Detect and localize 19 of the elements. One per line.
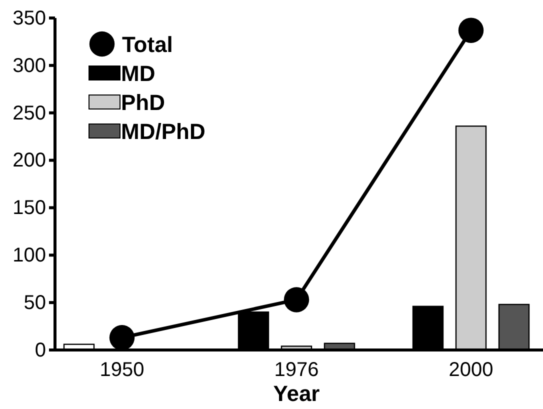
point xyxy=(284,287,310,312)
y-tick-label: 50 xyxy=(24,292,46,314)
y-tick-label: 250 xyxy=(12,102,46,124)
y-tick-label: 350 xyxy=(12,7,46,30)
x-tick-label: 1976 xyxy=(274,359,319,382)
point xyxy=(458,18,484,43)
legend-label: Total xyxy=(122,32,173,57)
y-tick-label: 0 xyxy=(34,339,46,362)
y-tick-label: 200 xyxy=(12,150,46,172)
y-tick-label: 100 xyxy=(12,244,46,267)
x-axis-title: Year xyxy=(273,381,320,406)
y-tick-label: 150 xyxy=(12,197,46,220)
legend-label: PhD xyxy=(121,90,165,115)
x-tick-label: 1950 xyxy=(100,359,144,382)
point xyxy=(109,325,135,350)
legend-label: MD xyxy=(121,61,156,86)
y-tick-label: 300 xyxy=(12,54,46,77)
legend-label: MD/PhD xyxy=(121,119,206,144)
x-tick-label: 2000 xyxy=(448,359,494,382)
